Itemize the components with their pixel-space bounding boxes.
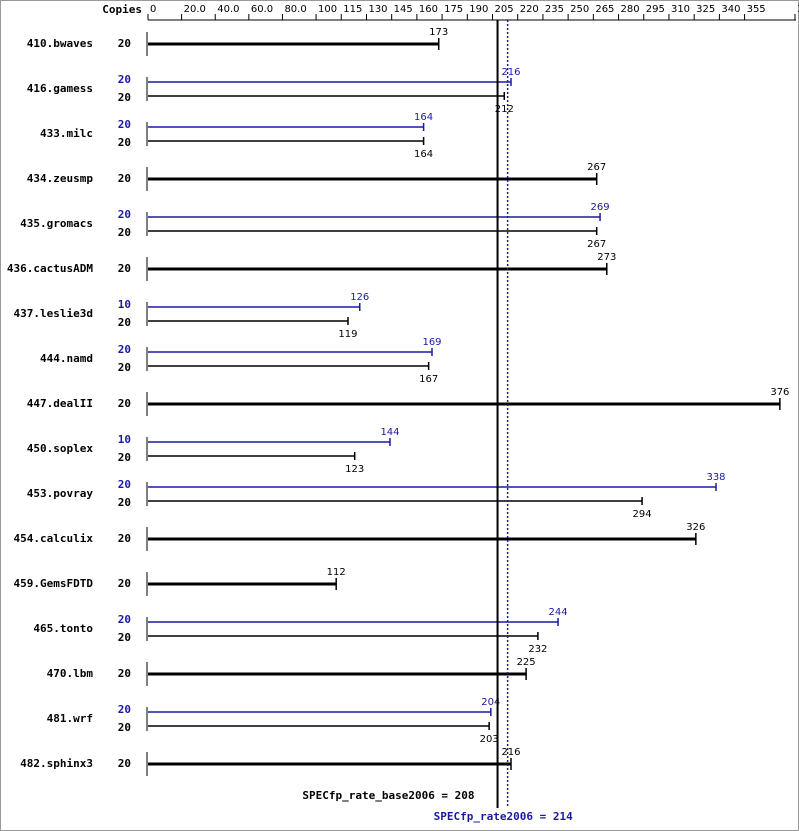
x-tick-label: 60.0 xyxy=(251,4,273,15)
value-label: 232 xyxy=(528,644,547,655)
copies: 20 xyxy=(118,361,131,374)
x-tick-label: 0 xyxy=(150,4,156,15)
benchmark-name: 465.tonto xyxy=(33,622,93,635)
x-tick-label: 355 xyxy=(747,4,766,15)
copies: 20 xyxy=(118,703,131,716)
value-label: 167 xyxy=(419,374,438,385)
benchmark-name: 453.povray xyxy=(27,487,94,500)
value-label: 326 xyxy=(686,522,705,533)
value-label: 376 xyxy=(770,387,789,398)
x-tick-label: 145 xyxy=(394,4,413,15)
value-label: 144 xyxy=(380,427,399,438)
benchmark-name: 482.sphinx3 xyxy=(20,757,93,770)
benchmark-name: 437.leslie3d xyxy=(14,307,93,320)
x-tick-label: 100 xyxy=(318,4,337,15)
value-label: 216 xyxy=(501,67,520,78)
benchmark-name: 433.milc xyxy=(40,127,93,140)
copies: 20 xyxy=(118,343,131,356)
copies: 20 xyxy=(118,136,131,149)
copies: 20 xyxy=(118,91,131,104)
copies: 20 xyxy=(118,451,131,464)
value-label: 216 xyxy=(501,747,520,758)
value-label: 225 xyxy=(517,657,536,668)
x-tick-label: 80.0 xyxy=(284,4,306,15)
benchmark-name: 416.gamess xyxy=(27,82,93,95)
value-label: 169 xyxy=(422,337,441,348)
x-tick-label: 340 xyxy=(721,4,740,15)
x-tick-label: 115 xyxy=(343,4,362,15)
copies: 20 xyxy=(118,667,131,680)
copies: 10 xyxy=(118,433,131,446)
copies: 20 xyxy=(118,208,131,221)
benchmark-name: 454.calculix xyxy=(14,532,94,545)
value-label: 119 xyxy=(338,329,357,340)
x-tick-label: 325 xyxy=(696,4,715,15)
copies: 20 xyxy=(118,613,131,626)
copies: 20 xyxy=(118,577,131,590)
copies: 20 xyxy=(118,37,131,50)
benchmark-name: 459.GemsFDTD xyxy=(14,577,94,590)
benchmark-name: 447.dealII xyxy=(27,397,93,410)
value-label: 164 xyxy=(414,149,433,160)
copies: 20 xyxy=(118,397,131,410)
x-tick-label: 190 xyxy=(469,4,488,15)
x-tick-label: 220 xyxy=(520,4,539,15)
x-tick-label: 235 xyxy=(545,4,564,15)
benchmark-name: 434.zeusmp xyxy=(27,172,94,185)
copies: 20 xyxy=(118,73,131,86)
copies: 20 xyxy=(118,226,131,239)
value-label: 273 xyxy=(597,252,616,263)
benchmark-name: 470.lbm xyxy=(47,667,94,680)
x-tick-label: 250 xyxy=(570,4,589,15)
value-label: 267 xyxy=(587,162,606,173)
x-tick-label: 280 xyxy=(621,4,640,15)
x-tick-label: 205 xyxy=(495,4,514,15)
benchmark-name: 450.soplex xyxy=(27,442,94,455)
copies: 20 xyxy=(118,721,131,734)
value-label: 173 xyxy=(429,27,448,38)
x-tick-label: 40.0 xyxy=(217,4,239,15)
benchmark-name: 444.namd xyxy=(40,352,93,365)
x-tick-label: 20.0 xyxy=(184,4,206,15)
copies: 20 xyxy=(118,631,131,644)
x-tick-label: 385 xyxy=(797,4,799,15)
copies-header: Copies xyxy=(102,3,142,16)
value-label: 204 xyxy=(481,697,500,708)
value-label: 244 xyxy=(548,607,567,618)
value-label: 203 xyxy=(480,734,499,745)
benchmark-name: 410.bwaves xyxy=(27,37,93,50)
copies: 20 xyxy=(118,757,131,770)
value-label: 212 xyxy=(495,104,514,115)
value-label: 112 xyxy=(327,567,346,578)
benchmark-name: 436.cactusADM xyxy=(7,262,93,275)
value-label: 269 xyxy=(591,202,610,213)
copies: 20 xyxy=(118,532,131,545)
copies: 20 xyxy=(118,316,131,329)
copies: 20 xyxy=(118,496,131,509)
copies: 20 xyxy=(118,118,131,131)
value-label: 338 xyxy=(706,472,725,483)
benchmark-name: 481.wrf xyxy=(47,712,93,725)
x-tick-label: 265 xyxy=(595,4,614,15)
copies: 20 xyxy=(118,172,131,185)
copies: 20 xyxy=(118,478,131,491)
reference-label: SPECfp_rate2006 = 214 xyxy=(434,810,573,823)
benchmark-name: 435.gromacs xyxy=(20,217,93,230)
x-tick-label: 130 xyxy=(368,4,387,15)
value-label: 126 xyxy=(350,292,369,303)
copies: 20 xyxy=(118,262,131,275)
x-tick-label: 310 xyxy=(671,4,690,15)
value-label: 164 xyxy=(414,112,433,123)
value-label: 267 xyxy=(587,239,606,250)
copies: 10 xyxy=(118,298,131,311)
x-tick-label: 295 xyxy=(646,4,665,15)
x-tick-label: 175 xyxy=(444,4,463,15)
reference-label: SPECfp_rate_base2006 = 208 xyxy=(302,789,474,802)
value-label: 123 xyxy=(345,464,364,475)
x-tick-label: 160 xyxy=(419,4,438,15)
value-label: 294 xyxy=(633,509,652,520)
